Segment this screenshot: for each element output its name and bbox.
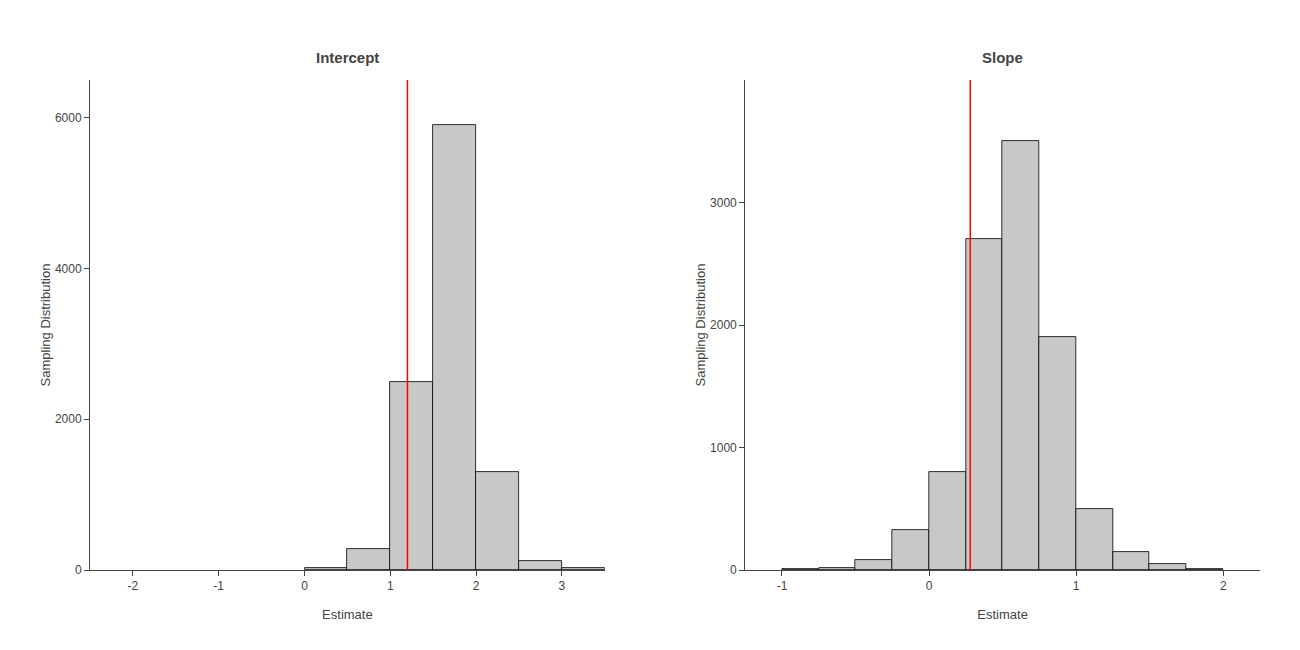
svg-text:0: 0	[75, 563, 82, 577]
svg-text:Estimate: Estimate	[977, 607, 1028, 622]
svg-text:Estimate: Estimate	[322, 607, 373, 622]
svg-text:-2: -2	[128, 579, 139, 593]
svg-text:1000: 1000	[710, 441, 737, 455]
svg-text:0: 0	[926, 579, 933, 593]
svg-text:Slope: Slope	[982, 49, 1023, 66]
svg-text:-1: -1	[213, 579, 224, 593]
svg-text:3000: 3000	[710, 196, 737, 210]
svg-text:6000: 6000	[55, 111, 82, 125]
svg-text:2000: 2000	[710, 318, 737, 332]
svg-text:2000: 2000	[55, 412, 82, 426]
svg-text:Sampling Distribution: Sampling Distribution	[693, 264, 708, 387]
svg-text:0: 0	[730, 563, 737, 577]
svg-text:2: 2	[473, 579, 480, 593]
svg-text:-1: -1	[777, 579, 788, 593]
svg-text:2: 2	[1220, 579, 1227, 593]
svg-text:Intercept: Intercept	[316, 49, 379, 66]
svg-text:3: 3	[559, 579, 566, 593]
svg-text:0: 0	[301, 579, 308, 593]
svg-text:1: 1	[1073, 579, 1080, 593]
svg-text:4000: 4000	[55, 262, 82, 276]
svg-text:1: 1	[387, 579, 394, 593]
svg-text:Sampling Distribution: Sampling Distribution	[38, 264, 53, 387]
